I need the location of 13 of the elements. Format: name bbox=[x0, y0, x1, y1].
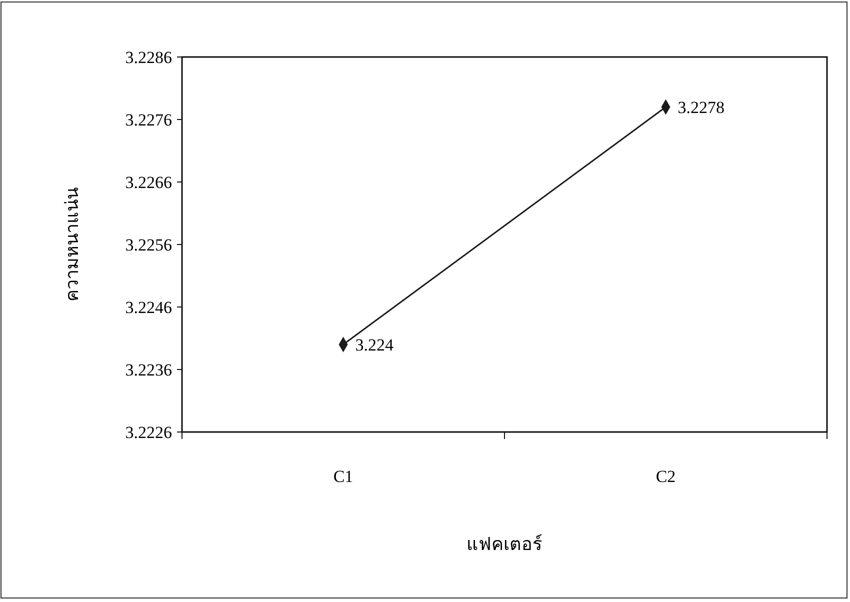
x-tick-label: C2 bbox=[656, 467, 676, 486]
y-tick-label: 3.2276 bbox=[125, 110, 172, 130]
y-tick-label: 3.2236 bbox=[125, 360, 172, 380]
data-label: 3.2278 bbox=[678, 98, 724, 117]
x-axis-title: แฟคเตอร์ bbox=[466, 534, 542, 554]
y-tick-label: 3.2266 bbox=[125, 173, 172, 192]
data-label: 3.224 bbox=[355, 336, 394, 354]
x-tick-label: C1 bbox=[333, 467, 354, 486]
y-tick-label: 3.2256 bbox=[125, 236, 172, 254]
y-tick-label: 3.2286 bbox=[125, 48, 172, 67]
y-axis-title: ความหนาแน่น bbox=[62, 188, 82, 302]
y-tick-label: 3.2226 bbox=[125, 423, 172, 442]
y-tick-label: 3.2246 bbox=[125, 298, 172, 317]
